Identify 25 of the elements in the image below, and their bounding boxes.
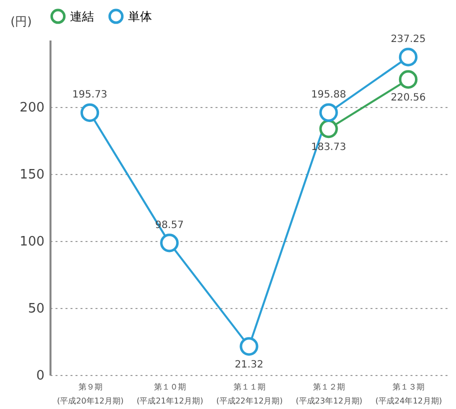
x-tick-label: 第１１期 (平成22年12月期) — [216, 382, 283, 406]
legend-label: 連結 — [70, 9, 94, 24]
y-axis-title: (円) — [10, 14, 32, 28]
y-tick-label: 0 — [36, 368, 44, 384]
point — [319, 120, 338, 138]
point — [160, 234, 179, 252]
data-label: 237.25 — [390, 34, 426, 46]
point — [80, 103, 100, 122]
data-label: 195.73 — [72, 90, 108, 101]
data-label: 21.32 — [234, 359, 264, 370]
point — [319, 103, 338, 122]
y-tick-label: 200 — [20, 100, 44, 116]
x-tick-label: 第１２期 (平成23年12月期) — [296, 382, 362, 406]
x-tick-label: 第１３期 (平成24年12月期) — [375, 382, 442, 406]
data-label: 220.56 — [390, 92, 426, 104]
x-tick-label: 第９期 (平成20年12月期) — [56, 382, 124, 406]
y-tick-label: 50 — [28, 302, 44, 316]
x-tick-label: 第１０期 (平成21年12月期) — [136, 382, 204, 406]
point — [240, 337, 258, 356]
point — [398, 48, 418, 66]
y-tick-label: 100 — [20, 234, 44, 250]
point — [398, 70, 418, 89]
data-label: 195.88 — [311, 90, 346, 101]
y-tick-label: 150 — [20, 168, 44, 182]
legend-label: 単体 — [128, 9, 152, 24]
